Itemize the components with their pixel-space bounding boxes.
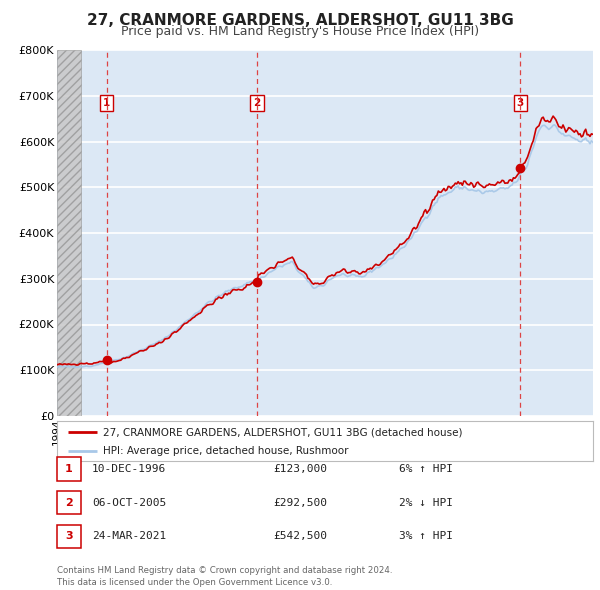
Text: Contains HM Land Registry data © Crown copyright and database right 2024.
This d: Contains HM Land Registry data © Crown c… [57, 566, 392, 587]
Text: 27, CRANMORE GARDENS, ALDERSHOT, GU11 3BG (detached house): 27, CRANMORE GARDENS, ALDERSHOT, GU11 3B… [103, 427, 462, 437]
Text: 6% ↑ HPI: 6% ↑ HPI [399, 464, 453, 474]
Text: 3: 3 [517, 98, 524, 108]
Text: 1: 1 [65, 464, 73, 474]
Text: 2: 2 [253, 98, 260, 108]
Text: 1: 1 [103, 98, 110, 108]
Bar [57, 50, 81, 416]
Text: 06-OCT-2005: 06-OCT-2005 [92, 498, 166, 507]
Text: £292,500: £292,500 [273, 498, 327, 507]
Text: 2% ↓ HPI: 2% ↓ HPI [399, 498, 453, 507]
Text: 24-MAR-2021: 24-MAR-2021 [92, 532, 166, 541]
Text: 27, CRANMORE GARDENS, ALDERSHOT, GU11 3BG: 27, CRANMORE GARDENS, ALDERSHOT, GU11 3B… [86, 13, 514, 28]
Text: £123,000: £123,000 [273, 464, 327, 474]
Text: HPI: Average price, detached house, Rushmoor: HPI: Average price, detached house, Rush… [103, 445, 348, 455]
Text: Price paid vs. HM Land Registry's House Price Index (HPI): Price paid vs. HM Land Registry's House … [121, 25, 479, 38]
Text: 2: 2 [65, 498, 73, 507]
Text: 10-DEC-1996: 10-DEC-1996 [92, 464, 166, 474]
Text: 3: 3 [65, 532, 73, 541]
Text: £542,500: £542,500 [273, 532, 327, 541]
Text: 3% ↑ HPI: 3% ↑ HPI [399, 532, 453, 541]
